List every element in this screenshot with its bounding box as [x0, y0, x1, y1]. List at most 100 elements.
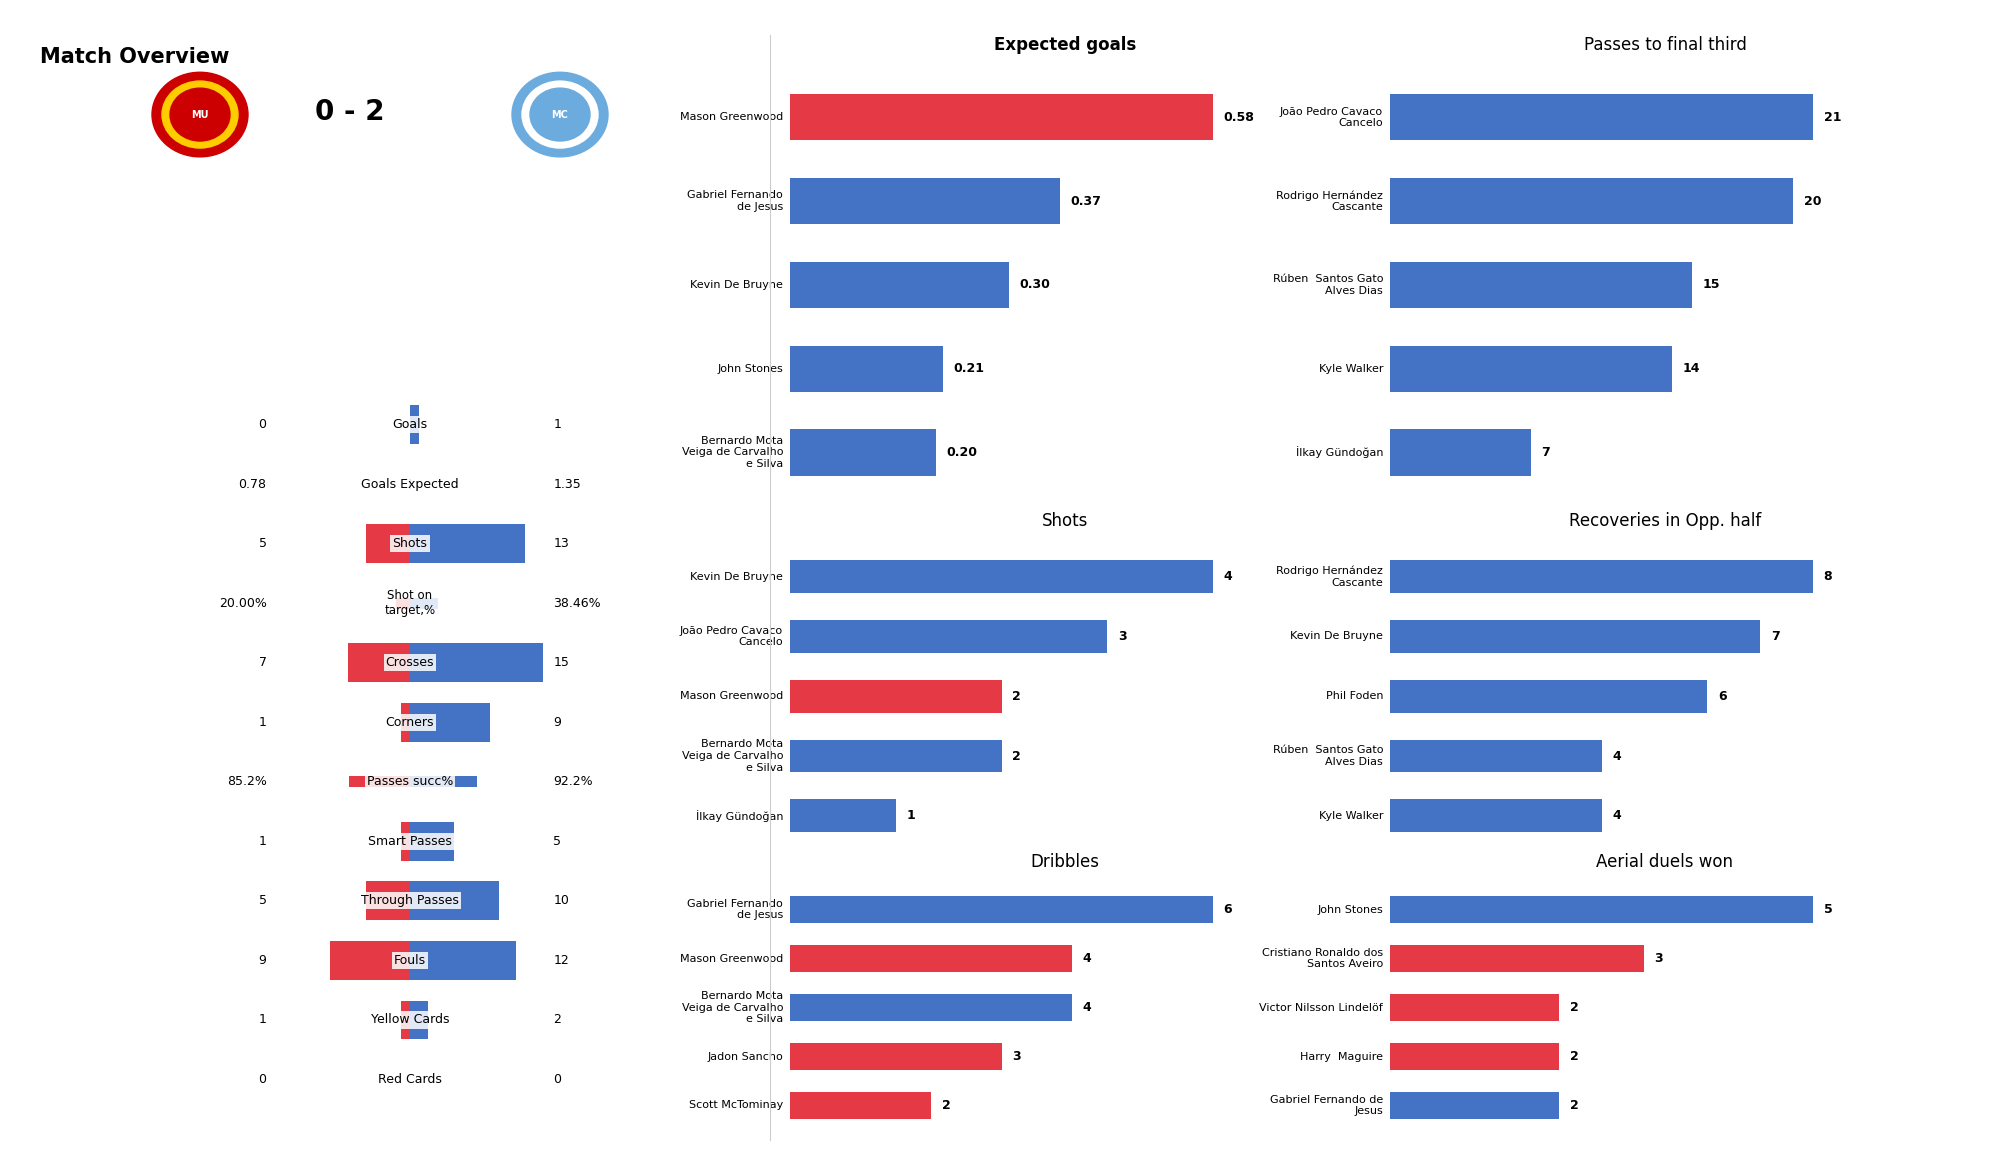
Bar — [790, 994, 1072, 1021]
Text: MU: MU — [192, 109, 208, 120]
Text: Shots: Shots — [392, 537, 428, 550]
Bar — [1390, 345, 1672, 391]
Bar — [410, 941, 516, 980]
Text: 38.46%: 38.46% — [554, 597, 602, 610]
Text: 4: 4 — [1082, 952, 1092, 965]
Bar — [410, 1001, 428, 1039]
Bar — [1390, 897, 1814, 924]
Text: 20: 20 — [1804, 195, 1822, 208]
Text: 2: 2 — [942, 1099, 950, 1112]
Text: 4: 4 — [1612, 810, 1620, 822]
Text: Corners: Corners — [386, 716, 434, 728]
Text: 0: 0 — [258, 1073, 266, 1086]
Text: 5: 5 — [1824, 904, 1832, 916]
Bar — [410, 405, 418, 444]
Text: Red Cards: Red Cards — [378, 1073, 442, 1086]
Text: 0 - 2: 0 - 2 — [316, 98, 384, 126]
Bar — [790, 1092, 932, 1119]
Text: 2: 2 — [554, 1013, 562, 1027]
Text: Yellow Cards: Yellow Cards — [370, 1013, 450, 1027]
Text: 2: 2 — [1012, 750, 1020, 763]
Text: 13: 13 — [554, 537, 570, 550]
Text: 15: 15 — [1702, 278, 1720, 291]
Text: 9: 9 — [258, 954, 266, 967]
Title: Expected goals: Expected goals — [994, 36, 1136, 54]
Text: 4: 4 — [1224, 570, 1232, 583]
Bar — [410, 598, 438, 609]
Bar — [790, 739, 1002, 772]
Title: Recoveries in Opp. half: Recoveries in Opp. half — [1568, 512, 1762, 530]
Text: Goals: Goals — [392, 418, 428, 431]
Text: 9: 9 — [554, 716, 562, 728]
Text: 3: 3 — [1654, 952, 1664, 965]
Bar — [410, 881, 498, 920]
Bar — [790, 179, 1060, 224]
Bar — [790, 799, 896, 832]
Bar — [410, 703, 490, 741]
Text: 4: 4 — [1082, 1001, 1092, 1014]
Text: 7: 7 — [258, 656, 266, 670]
Bar — [790, 679, 1002, 713]
Text: Fouls: Fouls — [394, 954, 426, 967]
Text: 92.2%: 92.2% — [554, 776, 594, 788]
Bar — [1390, 1092, 1560, 1119]
Bar — [1390, 1043, 1560, 1070]
Text: 1: 1 — [906, 810, 916, 822]
Text: 0.78: 0.78 — [238, 477, 266, 491]
Bar — [410, 524, 526, 563]
Bar — [396, 598, 410, 609]
Bar — [402, 822, 410, 860]
Text: 8: 8 — [1824, 570, 1832, 583]
Bar — [790, 262, 1008, 308]
Text: 0: 0 — [258, 418, 266, 431]
Text: Through Passes: Through Passes — [362, 894, 458, 907]
Bar — [790, 945, 1072, 972]
Bar — [1390, 994, 1560, 1021]
Bar — [1390, 560, 1814, 593]
Bar — [410, 644, 544, 682]
Bar — [790, 94, 1214, 141]
Bar — [1390, 262, 1692, 308]
Bar — [402, 703, 410, 741]
Text: Crosses: Crosses — [386, 656, 434, 670]
Text: Passes succ%: Passes succ% — [366, 776, 454, 788]
Bar — [790, 1043, 1002, 1070]
Text: 1: 1 — [258, 1013, 266, 1027]
Circle shape — [170, 88, 230, 141]
Text: 3: 3 — [1012, 1050, 1020, 1063]
Bar — [402, 1001, 410, 1039]
Text: 0.21: 0.21 — [954, 362, 984, 375]
Text: MC: MC — [552, 109, 568, 120]
Bar — [348, 644, 410, 682]
Bar — [330, 941, 410, 980]
Bar — [1390, 429, 1532, 476]
Bar — [410, 777, 476, 787]
Text: 0.30: 0.30 — [1020, 278, 1050, 291]
Bar — [366, 524, 410, 563]
Text: 1: 1 — [258, 834, 266, 848]
Text: 0: 0 — [554, 1073, 562, 1086]
Text: 0.37: 0.37 — [1070, 195, 1102, 208]
Bar — [1390, 739, 1602, 772]
Bar — [410, 822, 454, 860]
Text: 3: 3 — [1118, 630, 1126, 643]
Text: 2: 2 — [1012, 690, 1020, 703]
Text: 2: 2 — [1570, 1099, 1578, 1112]
Title: Aerial duels won: Aerial duels won — [1596, 853, 1734, 871]
Text: 2: 2 — [1570, 1001, 1578, 1014]
Text: 85.2%: 85.2% — [226, 776, 266, 788]
Text: Match Overview: Match Overview — [40, 47, 230, 67]
Bar — [790, 345, 944, 391]
Text: 5: 5 — [258, 537, 266, 550]
Bar — [790, 429, 936, 476]
Circle shape — [152, 73, 248, 157]
Text: 1: 1 — [258, 716, 266, 728]
Text: 21: 21 — [1824, 110, 1842, 123]
Text: 1: 1 — [554, 418, 562, 431]
Bar — [1390, 679, 1708, 713]
Bar — [366, 881, 410, 920]
Text: 4: 4 — [1612, 750, 1620, 763]
Text: 0.20: 0.20 — [946, 446, 978, 459]
Text: Goals Expected: Goals Expected — [362, 477, 458, 491]
Circle shape — [512, 73, 608, 157]
